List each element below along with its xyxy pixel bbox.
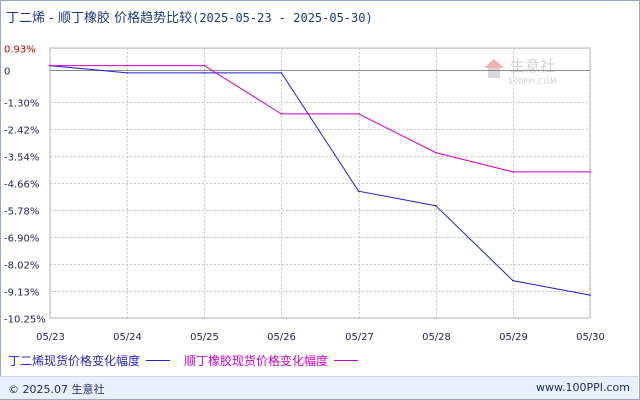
y-tick-label: -8.02% bbox=[4, 261, 39, 272]
y-tick-label: -6.90% bbox=[4, 234, 39, 245]
x-tick-label: 05/30 bbox=[576, 332, 605, 343]
y-tick-label: -9.13% bbox=[4, 288, 39, 299]
x-tick-label: 05/26 bbox=[267, 332, 296, 343]
series-point-2 bbox=[434, 151, 437, 154]
y-tick-label: 0.93% bbox=[4, 45, 36, 56]
legend-label-butadiene: 丁二烯现货价格变化幅度 bbox=[8, 354, 141, 368]
house-icon bbox=[484, 59, 504, 78]
legend-swatch-butadiene bbox=[146, 360, 171, 361]
series-point-2 bbox=[589, 171, 591, 173]
x-tick-label: 05/24 bbox=[113, 332, 142, 343]
series-point-1 bbox=[126, 72, 128, 74]
series-point-2 bbox=[203, 64, 206, 67]
y-tick-label: -3.54% bbox=[4, 153, 39, 164]
series-point-2 bbox=[126, 64, 128, 67]
y-tick-label: -2.42% bbox=[4, 126, 39, 137]
series-line-1 bbox=[49, 65, 591, 296]
y-tick-label: -4.66% bbox=[4, 180, 39, 191]
y-tick-label: -1.30% bbox=[4, 99, 39, 110]
series-point-1 bbox=[589, 294, 591, 296]
legend-item-rubber: 顺丁橡胶现货价格变化幅度 bbox=[184, 352, 359, 369]
x-tick-label: 05/25 bbox=[190, 332, 219, 343]
date-range: (2025-05-23 - 2025-05-30) bbox=[192, 11, 373, 25]
x-tick-label: 05/28 bbox=[422, 332, 451, 343]
x-tick-label: 05/27 bbox=[345, 332, 374, 343]
series-point-2 bbox=[280, 113, 283, 115]
legend-label-rubber: 顺丁橡胶现货价格变化幅度 bbox=[184, 354, 329, 368]
x-tick-label: 05/23 bbox=[36, 332, 65, 343]
footer: © 2025.07 生意社 www.100PPI.com bbox=[0, 376, 638, 399]
series-point-1 bbox=[512, 279, 514, 282]
series-point-1 bbox=[203, 72, 206, 74]
legend-swatch-rubber bbox=[334, 360, 359, 361]
footer-copyright: © 2025.07 生意社 bbox=[8, 383, 105, 396]
watermark-site: 100PPI.COM bbox=[508, 77, 557, 86]
series-line-2 bbox=[50, 65, 590, 173]
legend-item-butadiene: 丁二烯现货价格变化幅度 bbox=[8, 352, 171, 369]
y-tick-label: -10.25% bbox=[4, 315, 46, 326]
title-text: 丁二烯 - 顺丁橡胶 价格趋势比较 bbox=[6, 11, 193, 26]
chart-title: 丁二烯 - 顺丁橡胶 价格趋势比较(2025-05-23 - 2025-05-3… bbox=[6, 7, 373, 26]
series-point-1 bbox=[357, 190, 360, 192]
legend: 丁二烯现货价格变化幅度 顺丁橡胶现货价格变化幅度 bbox=[8, 352, 372, 369]
series-point-2 bbox=[357, 113, 360, 115]
series-point-1 bbox=[434, 204, 437, 207]
y-tick-label: 0 bbox=[4, 67, 10, 78]
footer-site-link[interactable]: www.100PPI.com bbox=[536, 381, 630, 394]
series-point-1 bbox=[280, 72, 283, 74]
series-point-2 bbox=[49, 64, 51, 67]
y-tick-label: -5.78% bbox=[4, 207, 39, 218]
series-point-2 bbox=[512, 171, 514, 173]
x-tick-label: 05/29 bbox=[499, 332, 528, 343]
